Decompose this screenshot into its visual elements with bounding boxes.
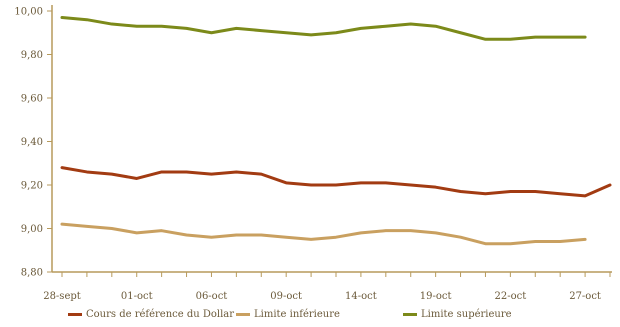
legend-swatch-upper-limit xyxy=(403,313,417,316)
x-tick-label: 01-oct xyxy=(121,291,153,302)
legend-item-upper-limit: Limite supérieure xyxy=(403,309,512,320)
y-tick-label: 9,80 xyxy=(21,50,43,61)
y-tick-label: 9,20 xyxy=(21,181,43,192)
legend-label-lower-limit: Limite inférieure xyxy=(254,309,340,320)
y-tick-label: 9,00 xyxy=(21,224,43,235)
chart-axes xyxy=(51,5,612,273)
legend-swatch-lower-limit xyxy=(236,313,250,316)
series-line-2 xyxy=(60,16,587,41)
y-axis-ticks: 10,00 9,80 9,60 9,40 9,20 9,00 8,80 xyxy=(14,7,52,279)
x-axis-ticks: 28-sept 01-oct 06-oct 09-oct 14-oct 19-oct 22-… xyxy=(43,272,611,302)
legend-label-dollar: Cours de référence du Dollar xyxy=(86,309,235,320)
y-tick-label: 8,80 xyxy=(21,268,43,279)
series-lines xyxy=(60,16,612,246)
series-line-1 xyxy=(60,222,587,246)
y-tick-label: 10,00 xyxy=(14,7,43,18)
y-tick-label: 9,40 xyxy=(21,137,43,148)
x-tick-label: 28-sept xyxy=(43,291,81,302)
legend-item-dollar: Cours de référence du Dollar xyxy=(68,309,234,320)
x-tick-label: 27-oct xyxy=(569,291,601,302)
legend-item-lower-limit: Limite inférieure xyxy=(236,309,340,320)
x-tick-label: 14-oct xyxy=(345,291,377,302)
legend-swatch-dollar xyxy=(68,313,82,316)
x-tick-label: 19-oct xyxy=(420,291,452,302)
legend-label-upper-limit: Limite supérieure xyxy=(421,309,512,320)
x-tick-label: 06-oct xyxy=(196,291,228,302)
series-line-0 xyxy=(60,166,612,198)
x-tick-label: 09-oct xyxy=(270,291,302,302)
x-tick-label: 22-oct xyxy=(494,291,526,302)
y-tick-label: 9,60 xyxy=(21,94,43,105)
chart-legend: Cours de référence du Dollar Limite infé… xyxy=(0,309,620,325)
